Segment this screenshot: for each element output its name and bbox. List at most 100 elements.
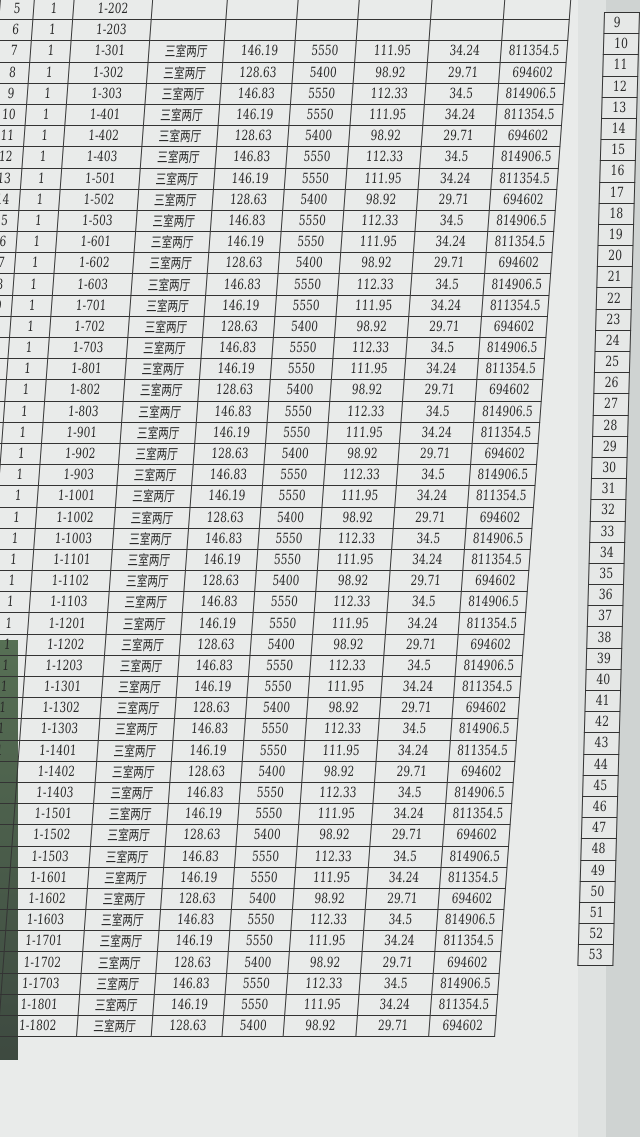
layout-cell: 三室两厅 — [118, 443, 195, 465]
row-number-cell: 5 — [0, 0, 35, 20]
building-text: 1 — [12, 509, 21, 526]
inner-area-cell: 98.92 — [320, 507, 395, 529]
table-row: 44 — [583, 754, 619, 776]
unit-price-text: 5550 — [264, 679, 293, 696]
inner-area-cell: 98.92 — [311, 634, 386, 656]
table-row: 51 — [579, 902, 615, 924]
unit-price-text: 5400 — [253, 827, 282, 844]
row-number-cell: 37 — [587, 605, 623, 627]
total-price-text: 814906.5 — [481, 403, 534, 420]
layout-cell: 三室两厅 — [143, 104, 220, 126]
total-price-text: 694602 — [502, 191, 544, 208]
shared-area-cell: 34.24 — [422, 104, 498, 126]
table-row: 52 — [578, 923, 615, 945]
unit-price-text: 5400 — [309, 64, 338, 81]
total-price-text: 811354.5 — [503, 107, 556, 124]
building-cell: 1 — [12, 273, 54, 296]
shared-area-cell: 29.71 — [369, 824, 445, 846]
total-price-cell: 694602 — [489, 189, 557, 211]
inner-area-cell: 111.95 — [354, 40, 429, 63]
table-row: 4011-1401三室两厅146.195550111.9534.24811354… — [0, 740, 517, 762]
total-price-text: 694602 — [478, 509, 521, 526]
unit-price-text: 5550 — [306, 107, 335, 124]
shared-area-cell: 34.24 — [394, 485, 470, 507]
area-text: 128.63 — [186, 763, 226, 780]
table-row: 18 — [598, 203, 635, 225]
row-number-text: 27 — [603, 396, 619, 413]
inner-area-text: 98.92 — [337, 573, 369, 590]
table-row: 3011-1003三室两厅146.835550112.3334.5814906.… — [0, 528, 532, 550]
unit-number-cell: 1-1103 — [29, 591, 110, 613]
inner-area-text: 98.92 — [369, 128, 402, 145]
table-row: 39 — [586, 648, 622, 670]
total-price-text: 694602 — [511, 64, 554, 81]
building-text: 1 — [4, 615, 13, 632]
area-cell: 146.83 — [182, 591, 255, 613]
table-row: 46 — [581, 796, 618, 818]
price-table: 5 1 1-202 6 1 1-203 7 1 1-301 三室两厅 146.19 5550 111.9… — [0, 0, 571, 1037]
unit-number-text: 1-1303 — [40, 721, 80, 738]
unit-price-text: 5550 — [310, 43, 339, 60]
building-cell: 1 — [11, 295, 53, 317]
total-price-text: 694602 — [488, 382, 530, 399]
row-number-text: 24 — [605, 332, 620, 349]
unit-price-cell: 5550 — [276, 273, 340, 296]
row-number-text: 45 — [593, 777, 608, 794]
row-number-cell: 31 — [590, 478, 627, 500]
table-row: 14 — [600, 118, 637, 140]
layout-cell: 三室两厅 — [116, 464, 194, 486]
shared-area-text: 34.5 — [393, 848, 418, 865]
building-cell: 1 — [1, 422, 44, 444]
unit-price-text: 5550 — [278, 488, 307, 505]
unit-price-text: 5550 — [287, 361, 316, 378]
shared-area-cell: 29.71 — [388, 570, 463, 592]
total-price-text: 814906.5 — [448, 848, 501, 865]
inner-area-text: 98.92 — [323, 763, 355, 780]
unit-price-text: 5400 — [257, 763, 287, 780]
unit-number-text: 1-1003 — [54, 530, 94, 547]
layout-text: 三室两厅 — [102, 891, 146, 908]
shared-area-cell: 34.5 — [396, 464, 471, 486]
layout-text: 三室两厅 — [122, 616, 166, 633]
area-cell: 146.19 — [162, 867, 235, 889]
unit-price-cell: 5550 — [251, 612, 315, 635]
layout-text: 三室两厅 — [142, 341, 187, 358]
unit-price-cell: 5400 — [273, 316, 337, 338]
layout-text: 三室两厅 — [125, 574, 169, 591]
inner-area-cell: 112.33 — [290, 909, 366, 931]
building-cell: 1 — [0, 485, 39, 507]
unit-number-text: 1-1103 — [49, 594, 89, 611]
total-price-text: 814906.5 — [500, 149, 552, 166]
building-cell: 1 — [0, 761, 19, 783]
layout-cell: 三室两厅 — [101, 676, 178, 698]
table-row: 13 — [601, 97, 638, 119]
layout-cell: 三室两厅 — [127, 316, 205, 338]
shared-area-text: 29.71 — [423, 382, 456, 399]
area-cell: 128.63 — [165, 824, 238, 846]
row-number-text: 34 — [599, 544, 614, 561]
shared-area-cell: 34.5 — [410, 273, 485, 296]
building-cell: 1 — [0, 591, 31, 613]
building-cell: 1 — [15, 231, 58, 253]
total-price-cell: 811354.5 — [458, 612, 526, 635]
inner-area-text: 98.92 — [309, 954, 341, 971]
total-price-text: 694602 — [450, 890, 493, 907]
layout-cell: 三室两厅 — [92, 803, 169, 825]
total-price-text: 814906.5 — [476, 467, 529, 484]
inner-area-text: 111.95 — [363, 170, 402, 187]
unit-number-text: 1-1001 — [57, 488, 97, 505]
row-number-cell: 42 — [584, 711, 620, 733]
row-number-text: 46 — [592, 799, 607, 816]
layout-text: 三室两厅 — [114, 722, 159, 739]
area-text: 146.83 — [213, 403, 252, 420]
layout-text: 三室两厅 — [151, 213, 196, 230]
unit-price-cell: 5400 — [278, 252, 341, 274]
building-cell: 1 — [9, 316, 51, 338]
area-cell: 146.19 — [208, 231, 282, 253]
total-price-cell: 694602 — [451, 697, 520, 719]
shared-area-cell: 29.71 — [416, 189, 491, 211]
shared-area-text: 34.5 — [416, 530, 442, 547]
table-row: 15 1 1-503 三室两厅 146.83 5550 112.33 34.5 814906.5 — [0, 210, 556, 232]
unit-price-cell: 5400 — [231, 888, 294, 910]
inner-area-cell: 111.95 — [331, 358, 406, 380]
